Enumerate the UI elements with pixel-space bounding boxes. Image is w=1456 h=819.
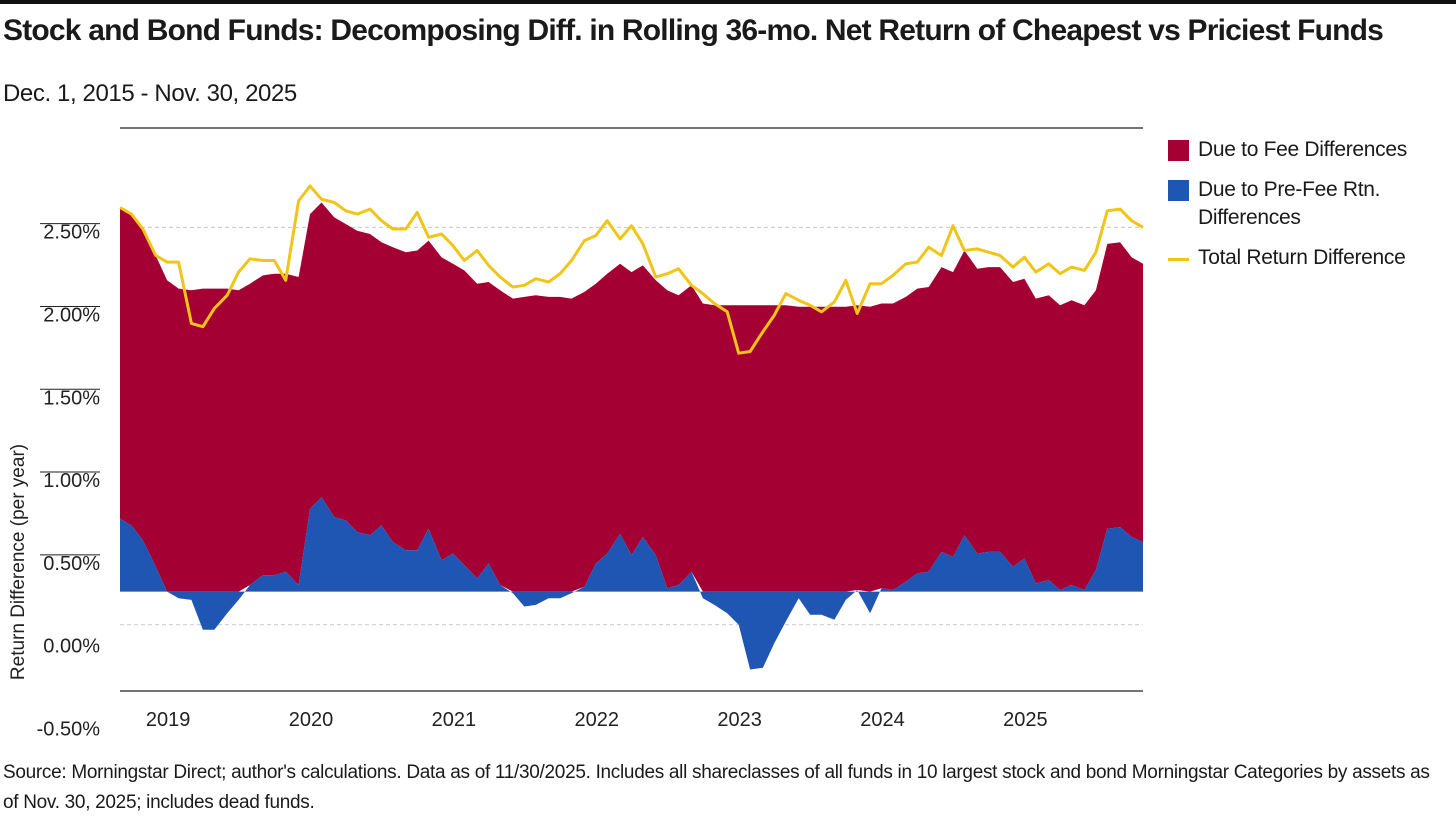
legend-item-total: Total Return Difference [1168, 244, 1448, 272]
legend-label-fee: Due to Fee Differences [1198, 138, 1407, 161]
x-tick-label: 2020 [289, 709, 334, 731]
tick-labels: 2.50% 2.00% 1.50% 1.00% 0.50% 0.00% -0.50% 2019… [37, 222, 1048, 741]
area-fee-differences [120, 202, 1143, 592]
x-tick-label: 2019 [146, 709, 191, 731]
chart-title: Stock and Bond Funds: Decomposing Diff. … [3, 14, 1384, 47]
stacked-areas [120, 202, 1143, 670]
legend-swatch-total [1168, 258, 1189, 261]
area-prefee-differences [120, 497, 1143, 670]
legend-item-fee: Due to Fee Differences [1168, 136, 1448, 164]
x-tick-label: 2022 [575, 709, 620, 731]
y-tick-label: -0.50% [37, 718, 101, 740]
legend-label-prefee: Due to Pre-Fee Rtn. Differences [1198, 178, 1381, 229]
y-tick-label: 2.50% [43, 222, 100, 244]
legend-swatch-fee [1168, 140, 1189, 161]
top-rule [0, 0, 1456, 4]
x-tick-label: 2021 [432, 709, 477, 731]
legend-label-total: Total Return Difference [1198, 246, 1406, 269]
y-tick-label: 0.50% [43, 553, 100, 575]
y-tick-label: 0.00% [43, 636, 100, 658]
y-axis-label: Return Difference (per year) [8, 444, 29, 680]
y-tick-label: 1.00% [43, 470, 100, 492]
y-tick-label: 1.50% [43, 387, 100, 409]
x-tick-label: 2023 [717, 709, 762, 731]
legend-item-prefee: Due to Pre-Fee Rtn. Differences [1168, 176, 1448, 232]
legend-swatch-prefee [1168, 180, 1189, 201]
source-note: Source: Morningstar Direct; author's cal… [3, 762, 1430, 813]
axes [40, 127, 1143, 692]
legend: Due to Fee Differences Due to Pre-Fee Rt… [1168, 136, 1448, 284]
total-return-line [119, 184, 1144, 355]
chart-subtitle: Dec. 1, 2015 - Nov. 30, 2025 [3, 80, 297, 107]
x-tick-label: 2024 [860, 709, 905, 731]
x-tick-label: 2025 [1003, 709, 1048, 731]
y-tick-label: 2.00% [43, 304, 100, 326]
